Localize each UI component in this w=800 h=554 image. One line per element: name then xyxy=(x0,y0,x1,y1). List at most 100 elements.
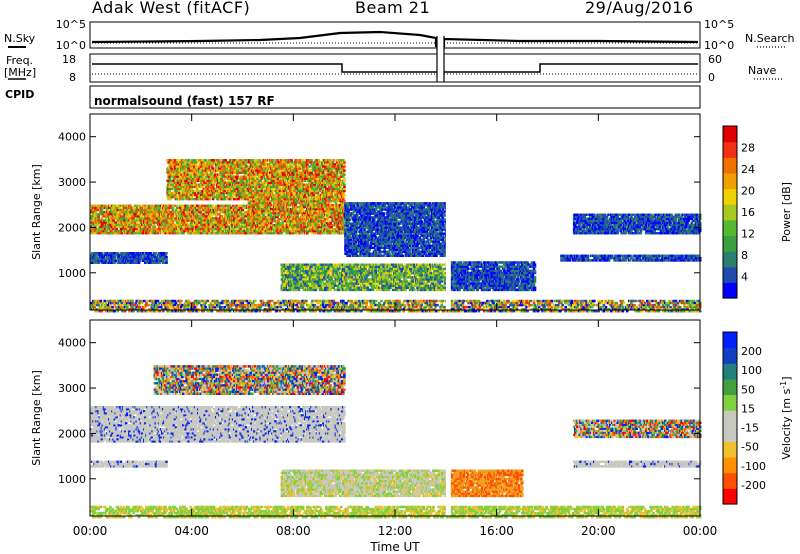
echo-cell xyxy=(212,226,215,228)
echo-cell xyxy=(175,217,178,219)
echo-cell xyxy=(136,228,139,230)
nsky-tick-top: 10^5 xyxy=(56,18,86,31)
echo-cell xyxy=(176,205,179,207)
echo-cell xyxy=(222,230,225,232)
echo-cell xyxy=(172,209,175,211)
nsky-trace xyxy=(92,32,698,46)
echo-cell xyxy=(177,159,180,161)
echo-cell xyxy=(139,205,142,207)
freq-tick-bottom: 8 xyxy=(69,71,76,84)
echo-cell xyxy=(215,211,218,213)
echo-cell xyxy=(208,230,211,232)
nave-tick-top: 60 xyxy=(708,53,722,66)
echo-cell xyxy=(240,228,243,230)
echo-cell xyxy=(153,224,156,226)
echo-cell xyxy=(234,207,237,209)
plot-canvas: 10^5 10^0 10^5 10^0 18 8 60 0 1000200030… xyxy=(0,0,800,554)
echo-cell xyxy=(114,221,117,223)
echo-cell xyxy=(112,219,115,221)
freq-tick-top: 18 xyxy=(62,53,76,66)
echo-cell xyxy=(191,221,194,223)
echo-cell xyxy=(210,215,213,217)
echo-cell xyxy=(161,232,164,234)
echo-cell xyxy=(157,232,160,234)
echo-cell xyxy=(218,213,221,215)
echo-cell xyxy=(187,205,190,207)
echo-cell xyxy=(218,207,221,209)
echo-region xyxy=(166,159,345,200)
echo-cell xyxy=(97,215,100,217)
echo-cell xyxy=(164,226,167,228)
echo-cell xyxy=(128,215,131,217)
freq-panel xyxy=(90,54,700,82)
echo-cell xyxy=(200,207,203,209)
echo-cell xyxy=(106,209,109,211)
echo-cell xyxy=(208,165,211,167)
echo-cell xyxy=(235,211,238,213)
echo-cell xyxy=(272,159,275,161)
echo-cell xyxy=(149,224,152,226)
echo-cell xyxy=(148,226,151,228)
echo-cell xyxy=(213,230,216,232)
echo-cell xyxy=(93,215,96,217)
nsky-tick-bottom: 10^0 xyxy=(56,39,86,52)
echo-cell xyxy=(185,221,188,223)
echo-cell xyxy=(187,224,190,226)
echo-cell xyxy=(132,230,135,232)
echo-cell xyxy=(123,215,126,217)
echo-cell xyxy=(204,219,207,221)
echo-cell xyxy=(144,207,147,209)
echo-cell xyxy=(94,211,97,213)
echo-cell xyxy=(172,221,175,223)
echo-cell xyxy=(101,217,104,219)
echo-region xyxy=(248,200,346,235)
echo-cell xyxy=(158,209,161,211)
echo-region xyxy=(90,205,264,235)
echo-cell xyxy=(212,167,215,169)
echo-cell xyxy=(106,230,109,232)
echo-cell xyxy=(235,228,238,230)
echo-cell xyxy=(121,232,124,234)
echo-cell xyxy=(101,209,104,211)
echo-cell xyxy=(233,217,236,219)
echo-cell xyxy=(220,215,223,217)
cpid-panel xyxy=(90,86,700,108)
echo-cell xyxy=(188,211,191,213)
echo-cell xyxy=(167,209,170,211)
echo-cell xyxy=(154,226,157,228)
echo-cell xyxy=(310,159,313,161)
echo-cell xyxy=(119,207,122,209)
echo-cell xyxy=(115,211,118,213)
echo-cell xyxy=(192,219,195,221)
echo-cell xyxy=(129,205,132,207)
echo-cell xyxy=(303,159,306,161)
rti-plot: Adak West (fitACF) Beam 21 29/Aug/2016 N… xyxy=(0,0,800,554)
echo-cell xyxy=(175,209,178,211)
echo-cell xyxy=(182,211,185,213)
echo-cell xyxy=(232,205,235,207)
echo-cell xyxy=(196,213,199,215)
echo-cell xyxy=(235,159,238,161)
echo-cell xyxy=(290,159,293,161)
echo-cell xyxy=(230,217,233,219)
echo-cell xyxy=(214,213,217,215)
echo-cell xyxy=(215,217,218,219)
echo-cell xyxy=(225,159,228,161)
echo-cell xyxy=(243,228,246,230)
echo-cell xyxy=(172,213,175,215)
echo-cell xyxy=(132,207,135,209)
echo-cell xyxy=(211,207,214,209)
echo-cell xyxy=(190,215,193,217)
echo-cell xyxy=(196,209,199,211)
echo-cell xyxy=(159,230,162,232)
echo-cell xyxy=(136,207,139,209)
echo-cell xyxy=(121,224,124,226)
echo-cell xyxy=(318,159,321,161)
echo-cell xyxy=(237,209,240,211)
echo-cell xyxy=(187,159,190,161)
echo-cell xyxy=(96,209,99,211)
echo-cell xyxy=(177,230,180,232)
echo-cell xyxy=(105,217,108,219)
echo-cell xyxy=(237,224,240,226)
echo-cell xyxy=(204,159,207,161)
